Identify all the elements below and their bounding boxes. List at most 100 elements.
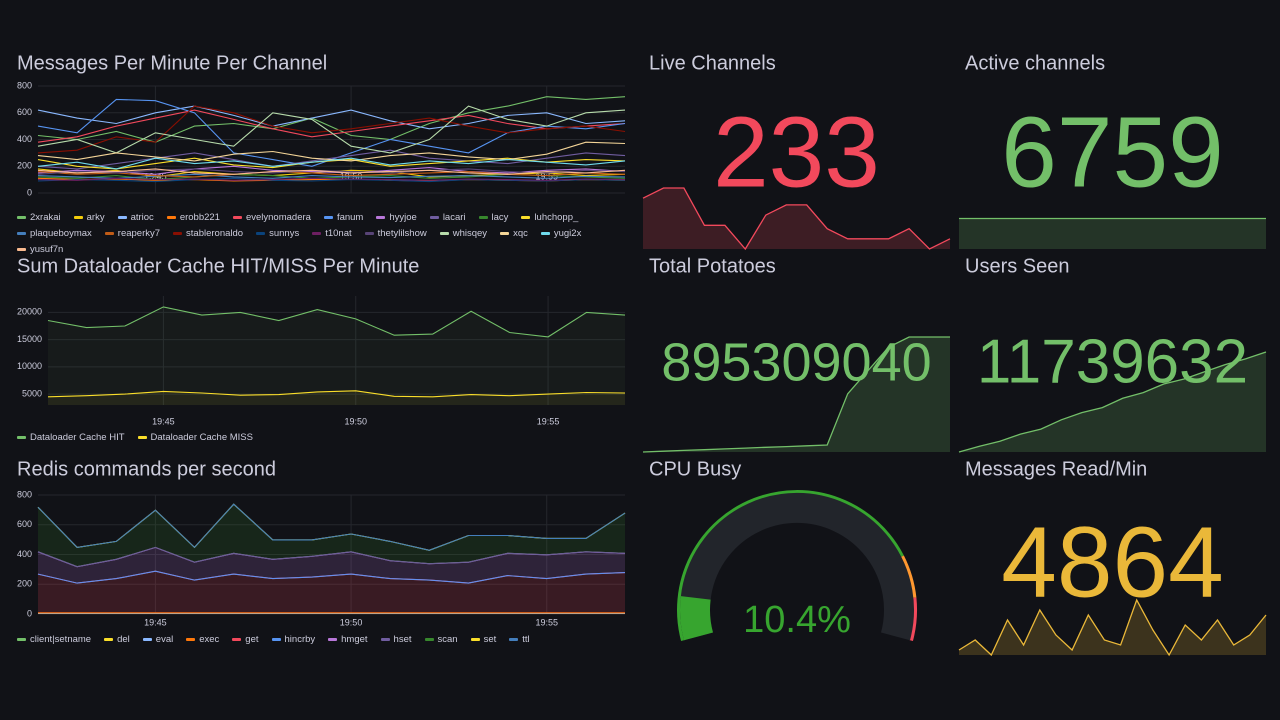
legend-item: Dataloader Cache HIT [17, 431, 125, 444]
series-line [37, 141, 626, 162]
y-tick-label: 20000 [17, 307, 42, 317]
series-line [37, 177, 626, 181]
legend-label: hset [393, 634, 412, 645]
sparkline-area [643, 337, 950, 452]
sparkline [642, 336, 950, 453]
legend-label: atrioc [130, 212, 154, 223]
legend-item: lacy [478, 211, 509, 224]
legend-label: stableronaldo [186, 228, 244, 239]
legend: Dataloader Cache HIT Dataloader Cache MIS… [17, 431, 632, 444]
stat-value: 895309040 [661, 332, 931, 392]
series-line [37, 165, 626, 175]
legend-label: ttl [522, 634, 530, 645]
y-tick-label: 600 [17, 519, 32, 529]
panel-title: Total Potatoes [649, 255, 776, 277]
legend-item: hmget [328, 633, 368, 646]
legend-label: yugi2x [553, 228, 582, 239]
y-tick-label: 800 [17, 489, 32, 499]
legend-label: Dataloader Cache MISS [150, 432, 253, 443]
sparkline-area [959, 600, 1266, 655]
series-line [37, 157, 626, 170]
series-line [37, 168, 626, 175]
legend-item: del [104, 633, 130, 646]
gauge-value [680, 596, 714, 641]
x-tick-label: 19:55 [535, 171, 558, 181]
legend-label: sunnys [269, 228, 300, 239]
legend-item: reaperky7 [104, 227, 160, 240]
legend-label: lacy [491, 212, 509, 223]
x-tick-label: 19:55 [537, 416, 560, 426]
legend-label: scan [437, 634, 458, 645]
legend-label: erobb221 [179, 212, 220, 223]
x-tick-label: 19:55 [535, 617, 558, 627]
legend-swatch [271, 638, 281, 641]
panel-title: Active channels [965, 52, 1105, 74]
legend-item: arky [73, 211, 105, 224]
y-tick-label: 400 [17, 549, 32, 559]
legend-swatch [17, 248, 26, 251]
legend-item: eval [142, 633, 173, 646]
y-tick-label: 5000 [22, 388, 42, 398]
legend-swatch [73, 216, 83, 219]
stat-value: 4864 [1001, 506, 1223, 618]
legend-swatch [364, 232, 374, 235]
legend-item: erobb221 [166, 211, 220, 224]
stat-value: 233 [713, 96, 880, 208]
legend-swatch [173, 232, 183, 235]
legend-swatch [380, 638, 390, 641]
series-line [37, 105, 626, 154]
y-tick-label: 10000 [17, 361, 42, 371]
panel-title: Messages Per Minute Per Channel [17, 52, 327, 74]
sparkline-area [959, 218, 1266, 249]
sparkline-area [643, 188, 950, 249]
legend-label: get [245, 634, 259, 645]
legend-item: hset [380, 633, 412, 646]
legend-swatch [500, 232, 510, 235]
legend-label: fanum [336, 212, 364, 223]
legend-label: arky [86, 212, 105, 223]
legend-swatch [376, 216, 386, 219]
series-line [37, 105, 626, 154]
legend-item: thetylilshow [364, 227, 427, 240]
legend-item: scan [424, 633, 458, 646]
sparkline [958, 351, 1267, 453]
legend-item: yusuf7n [17, 243, 63, 256]
series-line [37, 109, 626, 143]
legend-item: Dataloader Cache MISS [137, 431, 253, 444]
series-line [37, 570, 626, 584]
legend-label: lacari [442, 212, 466, 223]
legend-label: luhchopp_ [534, 212, 579, 223]
legend-item: set [470, 633, 496, 646]
legend-swatch [312, 232, 322, 235]
series-line [37, 168, 626, 175]
legend-label: hyyjoe [389, 212, 417, 223]
series-line [37, 105, 626, 130]
series-line [37, 173, 626, 179]
legend-label: hincrby [284, 634, 316, 645]
legend-swatch [186, 638, 196, 641]
legend-item: plaqueboymax [17, 227, 92, 240]
legend-item: t10nat [312, 227, 352, 240]
gauge-track [680, 492, 914, 641]
y-tick-label: 600 [17, 107, 32, 117]
legend-label: whisqey [452, 228, 488, 239]
legend-item: get [232, 633, 259, 646]
legend-item: atrioc [117, 211, 154, 224]
series-line [47, 390, 626, 398]
legend-label: evelynomadera [245, 212, 311, 223]
legend: client|setname del eval exec get hincrby hmget… [17, 633, 632, 646]
legend-item: hincrby [271, 633, 316, 646]
legend-swatch [104, 232, 114, 235]
legend-swatch [478, 216, 488, 219]
threshold-band [900, 555, 917, 598]
series-line [37, 96, 626, 143]
panel-title: Live Channels [649, 52, 776, 74]
legend-item: yugi2x [540, 227, 582, 240]
y-tick-label: 15000 [17, 334, 42, 344]
series-line [37, 503, 626, 551]
legend-swatch [232, 216, 242, 219]
stat-value: 6759 [1001, 96, 1223, 208]
y-tick-label: 0 [27, 608, 32, 618]
